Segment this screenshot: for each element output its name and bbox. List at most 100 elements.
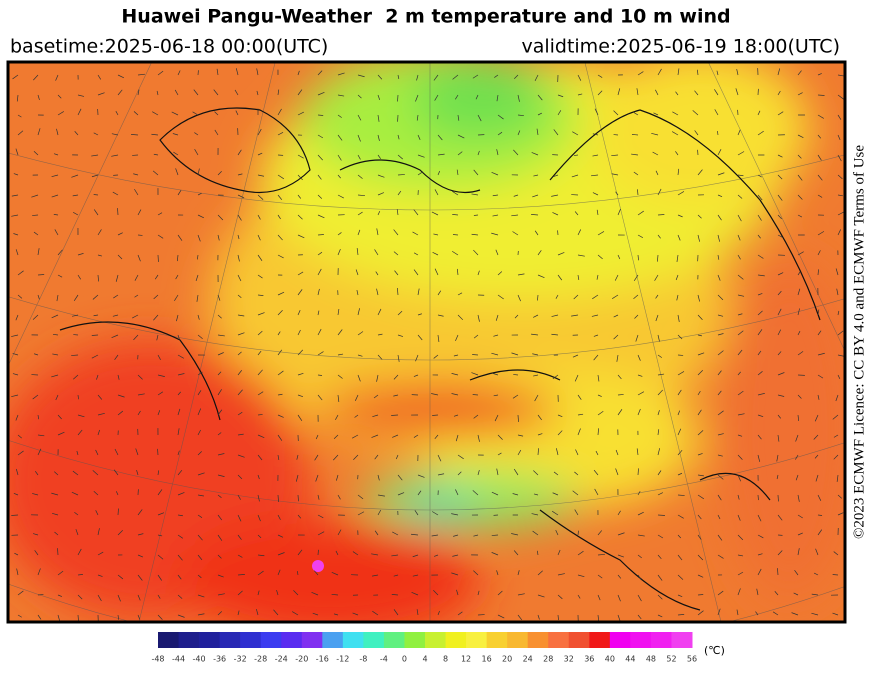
wind-arrow xyxy=(677,334,683,340)
wind-arrow xyxy=(217,453,225,456)
wind-arrow xyxy=(577,413,584,416)
wind-arrow xyxy=(777,308,782,316)
wind-arrow xyxy=(657,534,664,539)
wind-arrow xyxy=(11,334,19,337)
wind-arrow xyxy=(357,374,361,382)
wind-arrow xyxy=(697,554,704,561)
wind-arrow xyxy=(32,394,39,400)
wind-arrow xyxy=(677,574,684,580)
wind-arrow xyxy=(137,393,145,396)
wind-arrow xyxy=(256,90,259,96)
wind-arrow xyxy=(613,314,619,318)
wind-arrow xyxy=(131,134,139,136)
wind-arrow xyxy=(473,414,479,419)
wind-arrow xyxy=(717,390,722,396)
wind-arrow xyxy=(193,89,199,96)
wind-arrow xyxy=(374,454,379,460)
wind-arrow xyxy=(297,70,300,76)
wind-arrow xyxy=(717,172,725,176)
wind-arrow xyxy=(675,91,679,96)
wind-arrow xyxy=(832,414,839,420)
wind-arrow xyxy=(533,470,539,476)
map-frame xyxy=(6,60,847,624)
wind-arrow xyxy=(213,89,219,96)
wind-arrow xyxy=(137,594,141,601)
wind-arrow xyxy=(777,514,783,521)
wind-arrow xyxy=(697,334,703,337)
wind-arrow xyxy=(617,88,621,96)
wind-arrow xyxy=(37,434,45,437)
wind-arrow xyxy=(137,554,144,558)
wind-arrow xyxy=(491,491,499,496)
wind-arrow xyxy=(451,513,459,516)
wind-arrow xyxy=(657,514,666,516)
wind-arrow xyxy=(455,94,459,100)
wind-arrow xyxy=(117,89,123,96)
wind-arrow xyxy=(277,534,284,538)
wind-arrow xyxy=(637,234,644,238)
wind-arrow xyxy=(432,511,439,516)
wind-arrow xyxy=(677,614,685,616)
wind-arrow xyxy=(717,274,721,281)
wind-arrow xyxy=(257,128,262,136)
colorbar-tick-label: -20 xyxy=(295,655,308,664)
wind-arrow xyxy=(473,249,479,256)
wind-arrow xyxy=(157,554,164,560)
wind-arrow xyxy=(777,154,783,158)
wind-arrow xyxy=(12,74,19,80)
wind-arrow xyxy=(412,574,419,577)
wind-arrow xyxy=(134,188,139,196)
wind-arrow xyxy=(177,373,185,376)
wind-arrow xyxy=(257,214,261,220)
wind-arrow xyxy=(177,492,185,496)
wind-arrow xyxy=(491,232,499,236)
wind-arrow xyxy=(636,88,639,96)
wind-arrow xyxy=(317,174,322,180)
title: Huawei Pangu-Weather 2 m temperature and… xyxy=(121,6,730,28)
wind-arrow xyxy=(277,370,284,376)
wind-arrow xyxy=(737,129,741,136)
wind-arrow xyxy=(377,114,380,122)
colorbar-segment xyxy=(671,632,693,648)
wind-arrow xyxy=(817,529,823,536)
wind-arrow xyxy=(77,94,85,97)
wind-arrow xyxy=(473,570,479,576)
wind-arrow xyxy=(531,214,539,216)
wind-arrow xyxy=(617,510,621,516)
wind-arrow xyxy=(397,334,404,337)
wind-arrow xyxy=(317,268,322,276)
wind-arrow xyxy=(153,153,159,156)
colorbar-segment xyxy=(158,632,180,648)
wind-arrow xyxy=(95,449,99,456)
wind-arrow xyxy=(797,174,803,181)
wind-arrow xyxy=(493,394,499,397)
wind-arrow xyxy=(11,214,19,217)
wind-arrow xyxy=(377,192,385,196)
wind-arrow xyxy=(197,494,204,497)
wind-arrow xyxy=(196,294,199,302)
wind-arrow xyxy=(491,171,499,176)
wind-arrow xyxy=(797,251,804,256)
wind-arrow xyxy=(597,90,603,96)
wind-arrow xyxy=(677,494,685,496)
wind-arrow xyxy=(511,214,519,217)
wind-arrow xyxy=(817,174,823,181)
wind-arrow xyxy=(652,151,659,156)
wind-arrow xyxy=(292,611,299,616)
wind-arrow xyxy=(512,231,519,236)
wind-arrow xyxy=(373,394,379,399)
wind-arrow xyxy=(337,154,342,161)
wind-arrow xyxy=(237,332,245,336)
wind-arrow xyxy=(257,312,265,316)
wind-arrow xyxy=(377,94,381,100)
wind-arrow xyxy=(676,254,679,262)
colorbar-segment xyxy=(322,632,344,648)
wind-arrow xyxy=(74,511,79,516)
wind-arrow xyxy=(97,92,105,96)
wind-arrow xyxy=(172,133,179,136)
wind-arrow xyxy=(417,490,422,496)
wind-arrow xyxy=(15,249,19,256)
wind-arrow xyxy=(757,194,763,201)
wind-arrow xyxy=(297,111,304,116)
wind-arrow xyxy=(217,171,222,176)
